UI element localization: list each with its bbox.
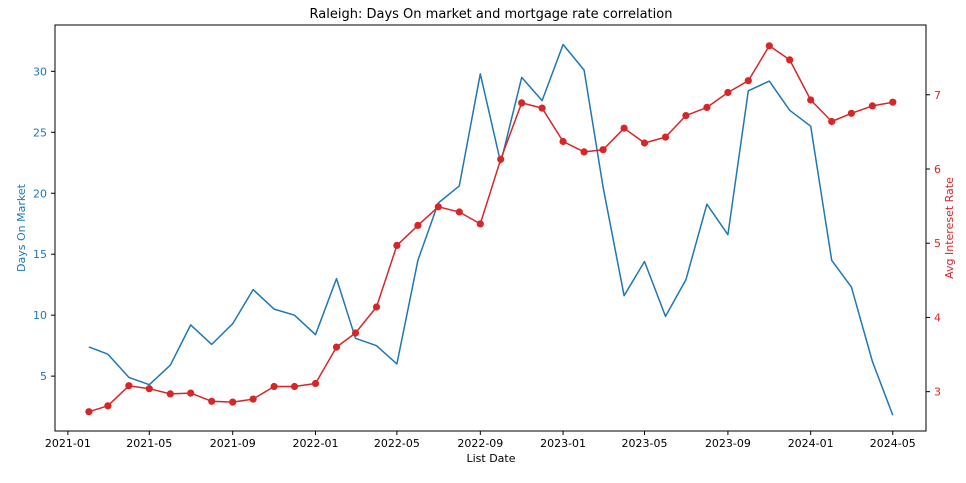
y-right-tick-label: 4: [934, 311, 941, 324]
data-point-avg-intereset-rate: [290, 382, 299, 391]
data-point-avg-intereset-rate: [332, 343, 341, 351]
data-point-avg-intereset-rate: [166, 390, 174, 398]
chart-title: Raleigh: Days On market and mortgage rat…: [310, 7, 673, 22]
data-point-avg-intereset-rate: [661, 133, 670, 141]
y-axis-left-title: Days On Market: [15, 183, 28, 272]
data-point-avg-intereset-rate: [85, 408, 93, 416]
x-axis: 2021-01 2021-05 2021-09 2022-01 2022-05 2022-…: [45, 431, 916, 450]
x-tick-label: 2021-01: [45, 437, 91, 450]
y-left-tick-label: 15: [33, 248, 47, 261]
y-right-tick-label: 5: [934, 237, 941, 250]
data-point-avg-intereset-rate: [847, 109, 856, 117]
y-left-tick-label: 20: [33, 187, 47, 200]
x-tick-label: 2022-05: [374, 437, 420, 450]
data-point-avg-intereset-rate: [414, 221, 422, 229]
data-point-avg-intereset-rate: [640, 139, 649, 147]
data-point-avg-intereset-rate: [249, 395, 257, 403]
x-tick-label: 2023-05: [622, 437, 668, 450]
data-point-avg-intereset-rate: [828, 117, 836, 126]
y-left-tick-label: 25: [33, 126, 47, 139]
data-point-avg-intereset-rate: [580, 148, 588, 156]
data-point-avg-intereset-rate: [455, 208, 463, 216]
x-tick-label: 2023-01: [540, 437, 586, 450]
data-point-avg-intereset-rate: [311, 379, 320, 388]
data-point-avg-intereset-rate: [270, 382, 278, 391]
data-point-avg-intereset-rate: [599, 146, 607, 154]
data-point-avg-intereset-rate: [351, 329, 360, 337]
data-point-avg-intereset-rate: [868, 102, 877, 110]
y-right-tick-label: 7: [934, 89, 941, 102]
y-left-tick-label: 10: [33, 309, 47, 322]
data-point-avg-intereset-rate: [682, 112, 690, 120]
y-axis-left: 5 10 15 20 25 30: [33, 65, 55, 383]
x-tick-label: 2024-05: [870, 437, 916, 450]
data-point-avg-intereset-rate: [518, 99, 526, 107]
x-tick-label: 2022-01: [293, 437, 339, 450]
data-point-avg-intereset-rate: [559, 137, 567, 146]
plot-frame: [54, 24, 927, 432]
data-point-avg-intereset-rate: [620, 124, 628, 132]
data-point-avg-intereset-rate: [703, 103, 711, 111]
data-point-avg-intereset-rate: [393, 241, 401, 249]
series-layer: [85, 42, 897, 416]
data-point-avg-intereset-rate: [434, 203, 442, 211]
data-point-avg-intereset-rate: [889, 98, 897, 106]
data-point-avg-intereset-rate: [497, 155, 505, 163]
data-point-avg-intereset-rate: [104, 402, 112, 410]
y-right-tick-label: 3: [934, 386, 941, 399]
series-line-avg-intereset-rate: [88, 45, 893, 413]
x-tick-label: 2024-01: [788, 437, 834, 450]
data-point-avg-intereset-rate: [187, 389, 195, 397]
data-point-avg-intereset-rate: [765, 42, 773, 50]
data-point-avg-intereset-rate: [538, 104, 546, 112]
x-tick-label: 2021-05: [126, 437, 172, 450]
data-point-avg-intereset-rate: [208, 397, 216, 405]
x-tick-label: 2023-09: [705, 437, 751, 450]
data-point-avg-intereset-rate: [229, 398, 237, 406]
y-left-tick-label: 5: [40, 370, 47, 383]
y-axis-right: 3 4 5 6 7: [926, 89, 941, 399]
y-axis-right-title: Avg Intereset Rate: [943, 177, 956, 279]
data-point-avg-intereset-rate: [807, 96, 815, 104]
data-point-avg-intereset-rate: [724, 88, 732, 97]
y-right-tick-label: 6: [934, 163, 941, 176]
data-point-avg-intereset-rate: [145, 385, 153, 393]
y-left-tick-label: 30: [33, 65, 47, 78]
data-point-avg-intereset-rate: [372, 303, 381, 311]
x-axis-title: List Date: [466, 452, 515, 465]
x-tick-label: 2022-09: [457, 437, 503, 450]
data-point-avg-intereset-rate: [786, 56, 794, 64]
data-point-avg-intereset-rate: [744, 77, 752, 85]
series-line-days-on-market: [88, 43, 894, 416]
data-point-avg-intereset-rate: [125, 382, 133, 390]
data-point-avg-intereset-rate: [476, 220, 484, 228]
x-tick-label: 2021-09: [210, 437, 256, 450]
